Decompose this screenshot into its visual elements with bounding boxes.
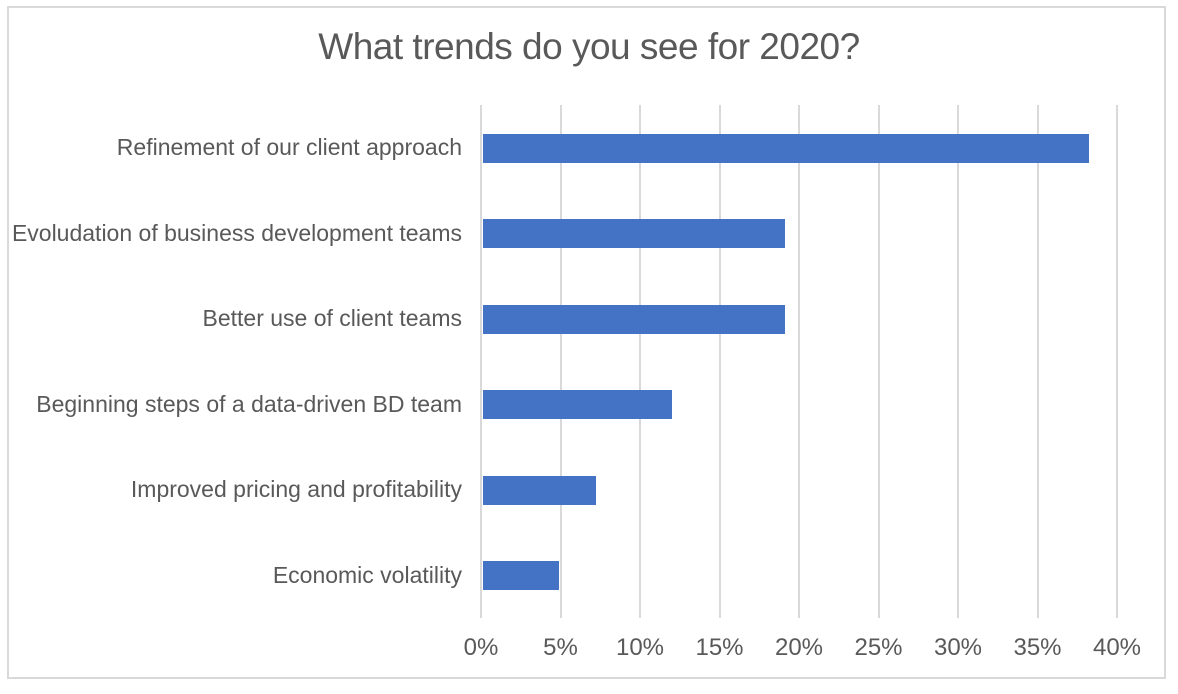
category-label: Evoludation of business development team… xyxy=(11,219,462,246)
chart-title: What trends do you see for 2020? xyxy=(318,26,860,67)
gridline xyxy=(718,105,721,618)
bar xyxy=(483,134,1089,163)
gridline xyxy=(559,105,562,618)
gridline xyxy=(480,105,482,618)
bar xyxy=(483,561,559,590)
x-tick-label: 15% xyxy=(695,634,744,661)
gridline xyxy=(1116,105,1118,618)
bar xyxy=(483,219,785,248)
x-tick-label: 10% xyxy=(615,634,665,661)
gridline xyxy=(639,105,641,618)
category-label: Better use of client teams xyxy=(202,305,462,332)
category-label: Improved pricing and profitability xyxy=(130,476,462,503)
bar xyxy=(483,305,785,334)
x-tick-label: 30% xyxy=(933,634,983,661)
chart-border xyxy=(7,6,1166,679)
category-label: Refinement of our client approach xyxy=(116,134,462,161)
gridline xyxy=(1036,105,1039,618)
x-tick-label: 25% xyxy=(854,634,903,661)
gridline xyxy=(798,105,800,618)
x-tick-label: 20% xyxy=(774,634,824,661)
x-tick-label: 35% xyxy=(1013,634,1062,661)
gridline xyxy=(957,105,959,618)
x-tick-label: 40% xyxy=(1092,634,1142,661)
x-tick-label: 0% xyxy=(463,634,499,661)
category-label: Economic volatility xyxy=(272,561,462,588)
plot-area xyxy=(480,105,1118,618)
x-tick-label: 5% xyxy=(543,634,578,661)
bar xyxy=(483,476,596,505)
bar xyxy=(483,390,672,419)
category-label: Beginning steps of a data-driven BD team xyxy=(36,390,462,417)
gridline xyxy=(877,105,880,618)
